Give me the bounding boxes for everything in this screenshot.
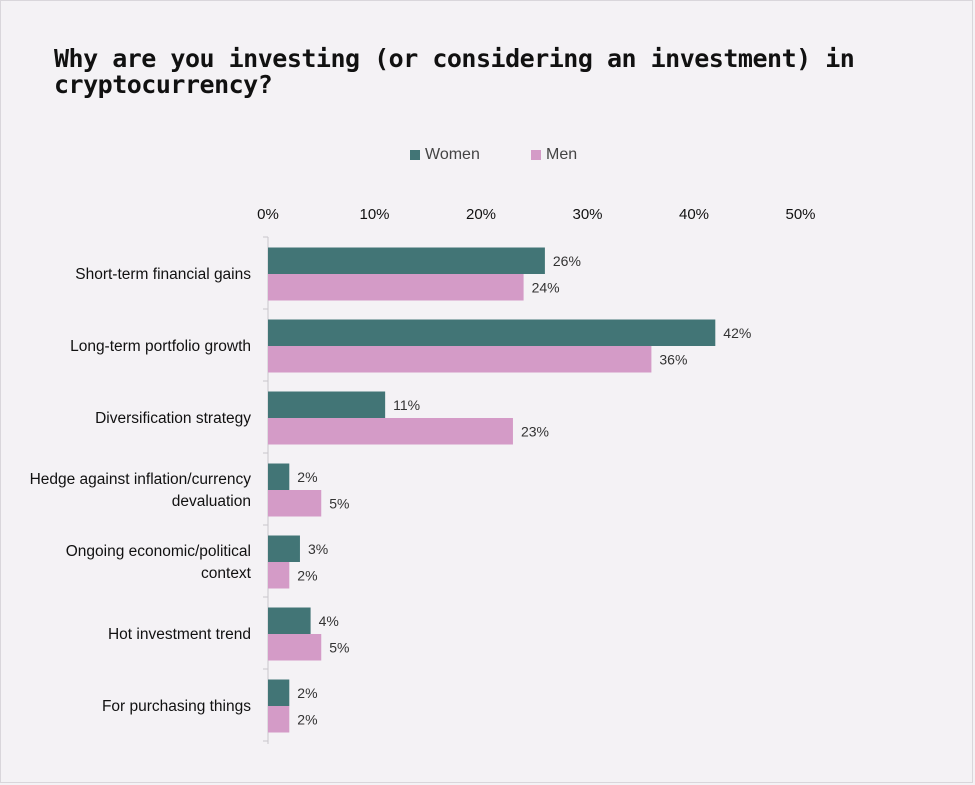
bar-women bbox=[268, 391, 386, 418]
bar-women bbox=[268, 247, 545, 274]
data-label-women: 3% bbox=[308, 541, 328, 557]
category-label: Long-term portfolio growth bbox=[70, 338, 251, 355]
x-tick-label: 50% bbox=[785, 206, 815, 223]
data-label-men: 24% bbox=[532, 279, 560, 295]
bar-men bbox=[268, 562, 290, 589]
bar-men bbox=[268, 706, 290, 733]
x-tick-label: 10% bbox=[359, 206, 389, 223]
category-label: Hot investment trend bbox=[108, 626, 251, 643]
category-label: For purchasing things bbox=[102, 698, 251, 715]
data-label-men: 36% bbox=[659, 351, 687, 367]
bar-men bbox=[268, 490, 322, 517]
data-label-women: 4% bbox=[319, 613, 339, 629]
data-label-women: 11% bbox=[393, 397, 420, 413]
category-label: Hedge against inflation/currency devaluat… bbox=[30, 471, 252, 510]
data-label-women: 2% bbox=[297, 685, 317, 701]
data-label-men: 2% bbox=[297, 711, 317, 727]
x-tick-label: 30% bbox=[572, 206, 602, 223]
category-label: Diversification strategy bbox=[95, 410, 251, 427]
bar-women bbox=[268, 319, 716, 346]
category-label: Short-term financial gains bbox=[75, 266, 251, 283]
legend-label-men: Men bbox=[546, 146, 578, 163]
legend-label-women: Women bbox=[425, 146, 480, 163]
bar-men bbox=[268, 418, 513, 445]
chart-legend: Women Men bbox=[0, 146, 975, 166]
data-label-men: 5% bbox=[329, 639, 349, 655]
chart-title: Why are you investing (or considering an… bbox=[54, 44, 855, 99]
bar-women bbox=[268, 607, 311, 634]
data-label-women: 2% bbox=[297, 469, 317, 485]
x-tick-label: 20% bbox=[466, 206, 496, 223]
data-label-men: 2% bbox=[297, 567, 317, 583]
legend-swatch-men bbox=[531, 150, 541, 160]
data-label-women: 26% bbox=[553, 253, 581, 269]
data-label-men: 5% bbox=[329, 495, 349, 511]
bar-men bbox=[268, 634, 322, 661]
category-label: Ongoing economic/political context bbox=[66, 543, 252, 582]
bar-men bbox=[268, 274, 524, 301]
bar-men bbox=[268, 346, 652, 373]
x-tick-label: 40% bbox=[679, 206, 709, 223]
bar-women bbox=[268, 463, 290, 490]
bar-women bbox=[268, 535, 300, 562]
legend-swatch-women bbox=[410, 150, 420, 160]
bar-women bbox=[268, 679, 290, 706]
legend-item-men: Men bbox=[531, 146, 577, 164]
legend-item-women: Women bbox=[410, 146, 480, 164]
data-label-men: 23% bbox=[521, 423, 549, 439]
data-label-women: 42% bbox=[723, 325, 751, 341]
x-tick-label: 0% bbox=[257, 206, 279, 223]
